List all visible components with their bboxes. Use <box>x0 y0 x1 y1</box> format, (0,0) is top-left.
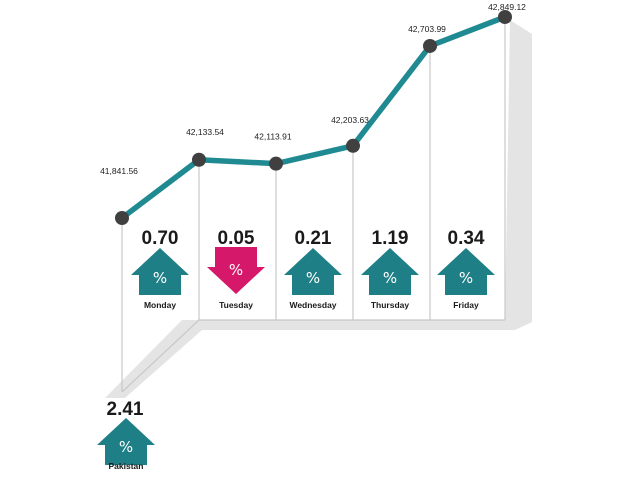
weekly-change-label: Pakistan <box>109 461 144 471</box>
point-marker <box>115 211 129 225</box>
panel-shadow <box>105 20 532 398</box>
percent-symbol: % <box>229 261 243 279</box>
guide-lines-layer <box>121 17 506 392</box>
point-value-label: 42,849.12 <box>488 2 526 12</box>
point-labels-layer: 41,841.56 42,133.54 42,113.91 42,203.63 42,7… <box>100 2 526 176</box>
point-value-label: 42,133.54 <box>186 127 224 137</box>
point-marker <box>346 138 360 153</box>
point-marker <box>423 38 437 53</box>
up-arrow-icon <box>284 248 342 295</box>
point-marker <box>498 10 512 24</box>
day-label: Friday <box>453 300 479 310</box>
day-change-monday: 0.70% Monday <box>131 228 189 310</box>
day-change-wednesday: 0.21% Wednesday <box>284 228 342 310</box>
percent-symbol: % <box>459 269 473 287</box>
change-value: 1.19 <box>372 228 409 249</box>
index-line-layer <box>119 14 508 221</box>
day-change-friday: 0.34% Friday <box>437 228 495 310</box>
change-value: 0.34 <box>448 228 485 249</box>
up-arrow-icon <box>361 248 419 295</box>
change-value: 0.21 <box>295 228 332 249</box>
day-change-tuesday: 0.05% Tuesday <box>207 228 265 310</box>
day-label: Monday <box>144 300 176 310</box>
up-arrow-icon <box>131 248 189 295</box>
percent-symbol: % <box>306 269 320 287</box>
point-value-label: 42,203.63 <box>331 115 369 125</box>
point-value-label: 42,113.91 <box>254 132 291 142</box>
weekly-change-value: 2.41 <box>107 399 144 420</box>
point-marker <box>269 156 283 171</box>
percent-symbol: % <box>119 438 133 456</box>
index-line <box>119 14 508 221</box>
day-label: Thursday <box>371 300 410 310</box>
point-markers-layer <box>115 10 512 225</box>
change-value: 0.05 <box>218 228 255 249</box>
percent-symbol: % <box>383 269 397 287</box>
daily-change-layer: 0.70% Monday 0.05% Tuesday 0.21% Wednesday 1.1… <box>131 228 495 310</box>
day-label: Wednesday <box>289 300 336 310</box>
up-arrow-icon <box>97 418 155 465</box>
percent-symbol: % <box>153 269 167 287</box>
point-marker <box>192 152 206 167</box>
up-arrow-icon <box>437 248 495 295</box>
day-label: Tuesday <box>219 300 253 310</box>
down-arrow-icon <box>207 247 265 294</box>
change-value: 0.70 <box>142 228 179 249</box>
point-value-label: 42,703.99 <box>408 24 446 34</box>
weekly-change-layer: 2.41% Pakistan <box>97 399 155 471</box>
day-change-thursday: 1.19% Thursday <box>361 228 419 310</box>
panel-shadow-layer <box>105 20 532 398</box>
point-value-label: 41,841.56 <box>100 166 138 176</box>
